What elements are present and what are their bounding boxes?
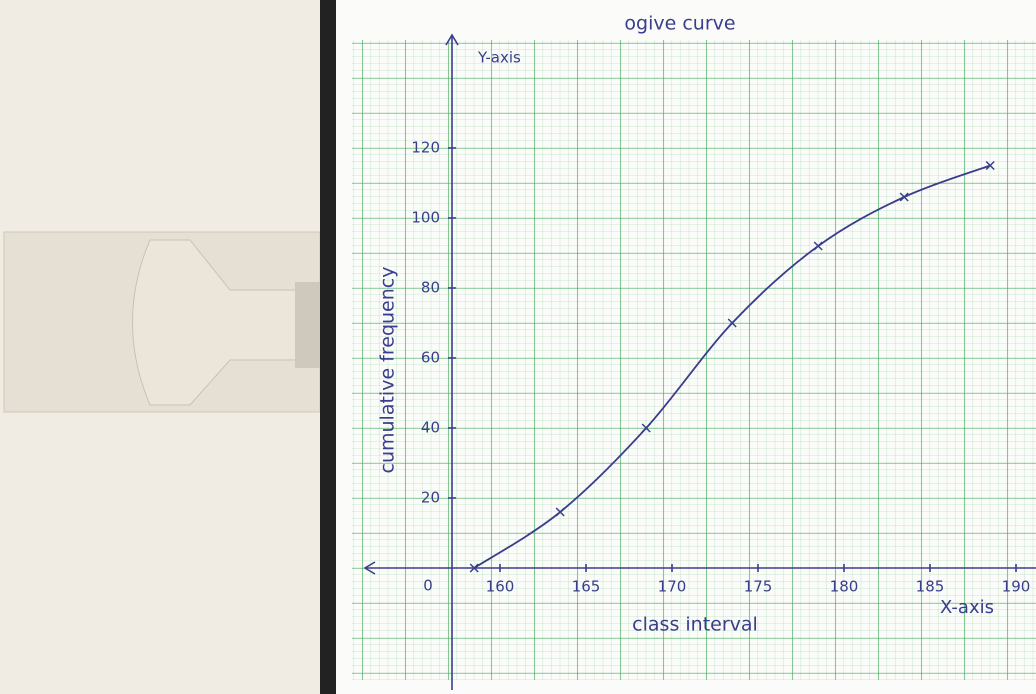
y-tick-label: 40 bbox=[421, 419, 440, 437]
x-tick-label: 185 bbox=[916, 578, 945, 596]
scanner-slot bbox=[295, 282, 320, 368]
y-tick-label: 80 bbox=[421, 279, 440, 297]
x-tick-label: 190 bbox=[1002, 578, 1031, 596]
x-tick-label: 170 bbox=[658, 578, 687, 596]
x-axis-name: X-axis bbox=[940, 597, 994, 618]
x-tick-label: 175 bbox=[744, 578, 773, 596]
y-tick-label: 120 bbox=[411, 139, 440, 157]
origin-label: 0 bbox=[423, 577, 433, 595]
y-tick-label: 20 bbox=[421, 489, 440, 507]
chart-title: ogive curve bbox=[624, 13, 735, 35]
x-axis-label: class interval bbox=[632, 614, 758, 636]
y-axis-name: Y-axis bbox=[477, 49, 521, 67]
x-tick-label: 180 bbox=[830, 578, 859, 596]
y-tick-label: 100 bbox=[411, 209, 440, 227]
x-tick-label: 160 bbox=[486, 578, 515, 596]
x-tick-label: 165 bbox=[572, 578, 601, 596]
chart: ogive curve Y-axis X-axis class interval… bbox=[0, 0, 1036, 694]
page-edge bbox=[320, 0, 336, 694]
y-tick-label: 60 bbox=[421, 349, 440, 367]
y-axis-label: cumulative frequency bbox=[377, 267, 399, 474]
